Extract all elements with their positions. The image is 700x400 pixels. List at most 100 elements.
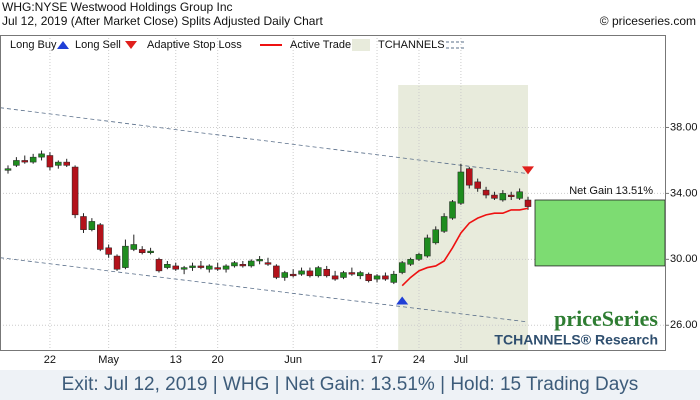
candle-body (516, 191, 523, 199)
x-tick-label: Jun (284, 354, 302, 366)
channel-line (0, 107, 529, 175)
candle-body (507, 194, 515, 197)
candle-body (457, 171, 465, 204)
legend-label: Long Buy (10, 39, 57, 51)
candle-body (306, 270, 314, 277)
candle-body (4, 168, 12, 171)
candle-body (281, 272, 289, 278)
buy-marker (396, 296, 409, 305)
x-tick-label: 20 (212, 354, 224, 366)
candle-body (21, 160, 29, 163)
x-tick-label: 17 (371, 354, 383, 366)
candle-body (449, 201, 456, 219)
candle-body (63, 161, 70, 166)
x-tick-label: 24 (413, 354, 425, 366)
source: © priceseries.com (600, 14, 696, 28)
sell-marker (522, 166, 534, 175)
candle-body (499, 193, 507, 201)
plot-frame (0, 35, 666, 351)
x-tick-label: May (98, 354, 119, 366)
candle-body (357, 272, 364, 277)
footer-band (0, 370, 700, 400)
candle-body (482, 189, 490, 196)
candle-body (415, 254, 423, 260)
candle-body (407, 259, 414, 265)
candle-body (29, 156, 37, 163)
candle-body (289, 273, 297, 277)
candle-body (172, 265, 179, 270)
candle-body (365, 273, 372, 282)
candle-body (298, 270, 305, 275)
candle-body (71, 166, 79, 216)
candle-body (222, 265, 230, 270)
candle-body (97, 224, 104, 250)
legend-label: Active Trade (290, 39, 351, 51)
x-tick-label: Jul (454, 354, 468, 366)
stop-loss-line (401, 207, 529, 287)
legend-label: TCHANNELS (378, 39, 445, 51)
candle-body (206, 265, 213, 270)
candle-body (46, 155, 54, 168)
candle-body (231, 262, 238, 267)
candle-body (424, 237, 431, 257)
watermark-sub: TCHANNELS® Research (494, 332, 658, 348)
candle-body (390, 273, 398, 283)
candle-body (524, 199, 532, 207)
candle-body (147, 250, 154, 253)
candle-body (340, 272, 347, 278)
y-tick-label: 26.00 (670, 319, 698, 331)
legend-label: Long Sell (75, 39, 121, 51)
candle-body (164, 264, 171, 268)
gain-box (534, 199, 666, 267)
legend-swatch (125, 41, 137, 49)
active-trade-area (398, 85, 528, 350)
candle-body (331, 275, 339, 280)
candle-body (247, 260, 255, 267)
legend-swatch (352, 39, 370, 51)
candle-body (38, 153, 45, 158)
candle-body (315, 267, 322, 277)
candle-body (155, 259, 163, 272)
candle-body (256, 259, 263, 262)
candle-body (122, 245, 129, 268)
candle-body (432, 229, 439, 244)
watermark: priceSeries (554, 306, 658, 331)
candle-body (55, 161, 62, 166)
legend-swatch (57, 41, 69, 49)
candle-body (197, 265, 205, 268)
footer: Exit: Jul 12, 2019 | WHG | Net Gain: 13.… (62, 374, 639, 395)
y-tick-label: 30.00 (670, 253, 698, 265)
y-tick-label: 34.00 (670, 187, 698, 199)
candle-body (105, 247, 112, 255)
candle-body (13, 160, 20, 166)
candle-body (264, 262, 272, 265)
gain-label: Net Gain 13.51% (569, 185, 653, 197)
channel-line (0, 257, 529, 323)
candle-body (180, 267, 188, 270)
candle-body (398, 262, 406, 273)
candle-body (323, 268, 330, 277)
candle-body (138, 249, 146, 253)
x-tick-label: 13 (170, 354, 182, 366)
legend-label: Adaptive Stop Loss (147, 39, 242, 51)
chart-subtitle: Jul 12, 2019 (After Market Close) Splits… (2, 14, 323, 28)
candle-body (273, 265, 280, 278)
candle-body (239, 264, 247, 267)
candle-body (189, 265, 196, 268)
candle-body (88, 221, 96, 230)
candle-body (80, 216, 87, 230)
candle-body (113, 255, 121, 270)
candle-body (130, 244, 138, 250)
candle-body (474, 181, 481, 189)
chart-title: WHG:NYSE Westwood Holdings Group Inc (2, 0, 233, 14)
candle-body (491, 194, 498, 199)
x-tick-label: 22 (44, 354, 56, 366)
candle-body (348, 272, 356, 275)
candle-body (214, 267, 221, 270)
candle-body (466, 168, 473, 186)
candle-body (382, 275, 389, 280)
plot: Net Gain 13.51% Long Buy Long Sell Adaptive… (0, 35, 669, 350)
candle-body (373, 275, 381, 280)
